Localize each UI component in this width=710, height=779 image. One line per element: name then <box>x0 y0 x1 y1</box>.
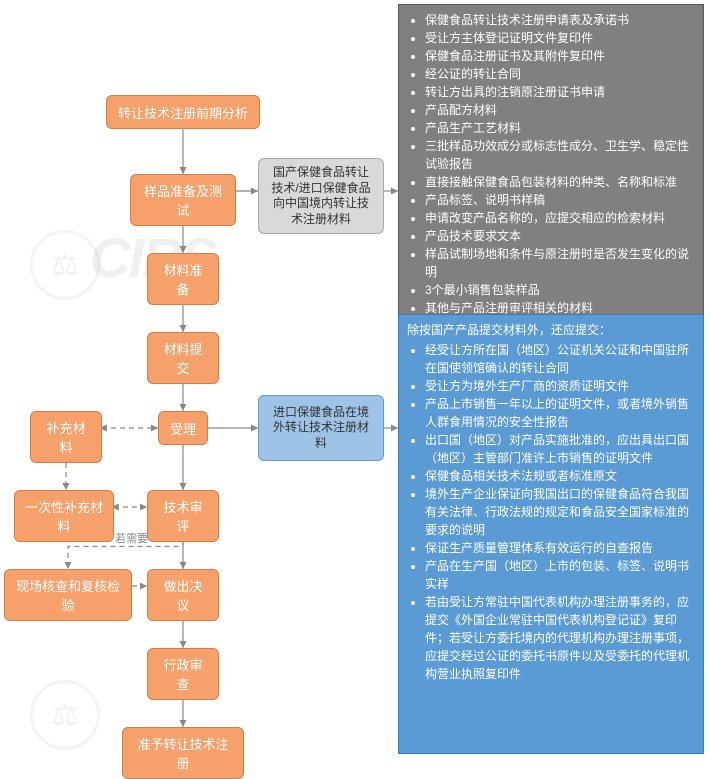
panel-blue-item: 产品上市销售一年以上的证明文件，或者境外销售人群食用情况的安全性报告 <box>425 395 695 431</box>
panel-gray-item: 产品生产工艺材料 <box>425 119 695 137</box>
node-analysis: 转让技术注册前期分析 <box>106 95 260 129</box>
panel-blue-item: 保健食品相关技术法规或者标准原文 <box>425 467 695 485</box>
label-if-needed: 若需要 <box>115 530 148 546</box>
panel-blue-item: 出口国（地区）对产品实施批准的，应出具出口国（地区）主管部门准许上市销售的证明文… <box>425 431 695 467</box>
panel-gray-item: 3个最小销售包装样品 <box>425 281 695 299</box>
node-once-supplement: 一次性补充材料 <box>14 490 114 542</box>
panel-gray-item: 保健食品注册证书及其附件复印件 <box>425 47 695 65</box>
panel-blue-item: 若由受让方常驻中国代表机构办理注册事务的，应提交《外国企业常驻中国代表机构登记证… <box>425 593 695 683</box>
panel-gray-item: 样品试制场地和条件与原注册时是否发生变化的说明 <box>425 245 695 281</box>
panel-gray-item: 申请改变产品名称的，应提交相应的检索材料 <box>425 209 695 227</box>
panel-blue-item: 经受让方所在国（地区）公证机关公证和中国驻所在国使领馆确认的转让合同 <box>425 341 695 377</box>
panel-gray-item: 产品配方材料 <box>425 101 695 119</box>
panel-gray-item: 产品技术要求文本 <box>425 227 695 245</box>
node-approve: 准予转让技术注册 <box>122 727 244 779</box>
node-site-check: 现场核查和复核检验 <box>4 569 132 621</box>
panel-gray-item: 直接接触保健食品包装材料的种类、名称和标准 <box>425 173 695 191</box>
panel-gray-item: 经公证的转让合同 <box>425 65 695 83</box>
node-accept: 受理 <box>158 411 208 445</box>
panel-gray-item: 受让方主体登记证明文件复印件 <box>425 29 695 47</box>
node-import-material: 进口保健食品在境外转让技术注册材料 <box>258 395 384 461</box>
node-material-prep: 材料准备 <box>147 253 219 305</box>
node-material-submit: 材料提交 <box>147 332 219 384</box>
panel-blue-item: 受让方为境外生产厂商的资质证明文件 <box>425 377 695 395</box>
node-sample: 样品准备及测试 <box>130 174 236 226</box>
panel-import-list: 除按国产产品提交材料外，还应提交： 经受让方所在国（地区）公证机关公证和中国驻所… <box>398 314 704 754</box>
node-decision: 做出决议 <box>147 569 219 621</box>
node-supplement: 补充材料 <box>30 411 102 463</box>
panel-blue-item: 境外生产企业保证向我国出口的保健食品符合我国有关法律、行政法规的规定和食品安全国… <box>425 485 695 539</box>
panel-gray-item: 转让方出具的注销原注册证书申请 <box>425 83 695 101</box>
node-domestic-material: 国产保健食品转让技术/进口保健食品向中国境内转让技术注册材料 <box>258 158 384 234</box>
panel-gray-item: 产品标签、说明书样稿 <box>425 191 695 209</box>
node-tech-review: 技术审评 <box>147 490 219 542</box>
panel-blue-item: 产品在生产国（地区）上市的包装、标签、说明书实样 <box>425 557 695 593</box>
panel-domestic-list: 保健食品转让技术注册申请表及承诺书受让方主体登记证明文件复印件保健食品注册证书及… <box>398 4 704 324</box>
panel-gray-item: 保健食品转让技术注册申请表及承诺书 <box>425 11 695 29</box>
panel-gray-item: 三批样品功效成分或标志性成分、卫生学、稳定性试验报告 <box>425 137 695 173</box>
panel-import-header: 除按国产产品提交材料外，还应提交： <box>407 321 695 339</box>
panel-blue-item: 保证生产质量管理体系有效运行的自查报告 <box>425 539 695 557</box>
node-admin-review: 行政审查 <box>147 648 219 700</box>
